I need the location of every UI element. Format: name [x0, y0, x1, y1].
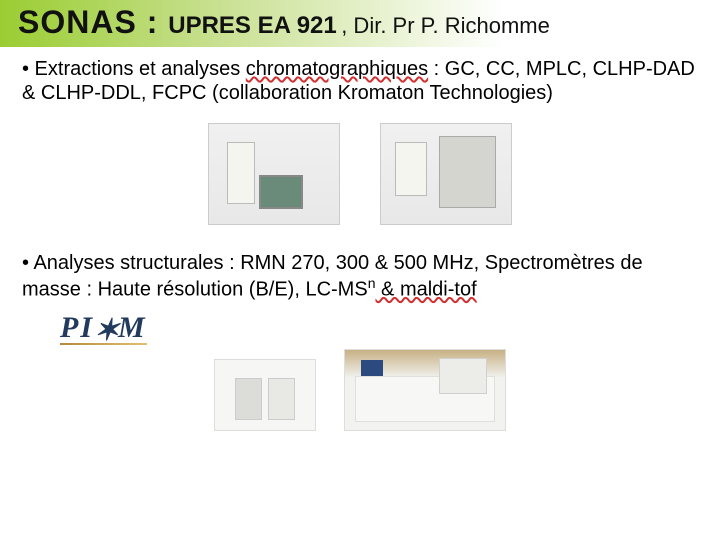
equipment-image-3: [214, 359, 316, 431]
equipment-image-2: [380, 123, 512, 225]
bullet2-suffix: & maldi-tof: [375, 279, 476, 301]
piam-p1: PI: [60, 311, 94, 344]
logo-row: PI✶M: [0, 302, 720, 349]
piam-p2: M: [118, 311, 147, 344]
piam-logo: PI✶M: [60, 310, 147, 345]
bullet1-prefix: • Extractions et analyses: [22, 58, 246, 80]
bullet-1: • Extractions et analyses chromatographi…: [0, 47, 720, 105]
title-main: SONAS :: [18, 4, 168, 40]
bullet1-underlined: chromatographiques: [246, 58, 428, 80]
bullet-2: • Analyses structurales : RMN 270, 300 &…: [0, 247, 720, 302]
equipment-row-1: [0, 105, 720, 247]
title-bar: SONAS : UPRES EA 921 , Dir. Pr P. Richom…: [0, 0, 720, 47]
piam-burst-icon: ✶: [94, 313, 118, 348]
equipment-image-1: [208, 123, 340, 225]
equipment-row-2: [0, 349, 720, 431]
title-director: , Dir. Pr P. Richomme: [341, 13, 550, 38]
title-sub: UPRES EA 921: [168, 12, 337, 39]
bullet2-prefix: • Analyses structurales : RMN 270, 300 &…: [22, 252, 643, 301]
equipment-image-4: [344, 349, 506, 431]
